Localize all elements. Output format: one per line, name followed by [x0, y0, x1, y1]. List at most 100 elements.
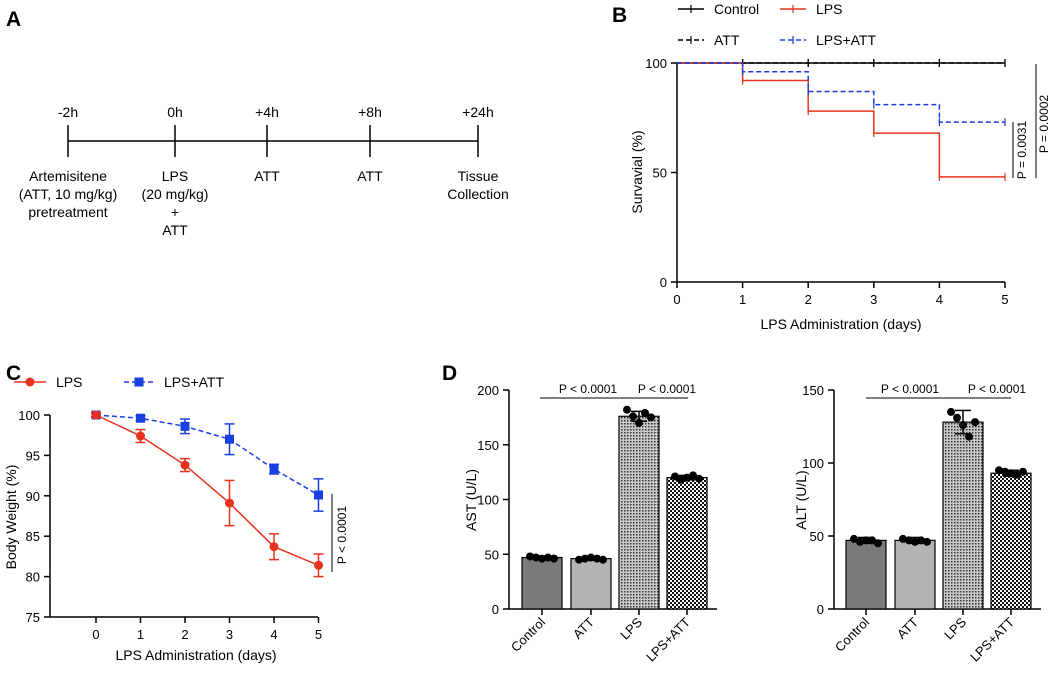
alt-y-tick-label: 150	[802, 383, 824, 398]
ast-data-point	[587, 553, 595, 562]
ast-bar-control	[521, 556, 563, 610]
survival-legend-label: LPS	[816, 1, 842, 17]
ast-data-point	[532, 553, 540, 562]
alt-bar-control	[845, 539, 887, 610]
alt-data-point	[965, 432, 973, 441]
alt-data-point	[862, 536, 870, 545]
survival-p-value-1: P = 0.0031	[1015, 121, 1029, 179]
ast-x-tick-label: LPS	[617, 614, 645, 642]
ast-y-label: AST (U/L)	[463, 469, 479, 531]
weight-x-tick-label: 2	[181, 627, 188, 642]
timeline-tick-label: -2h	[58, 104, 78, 120]
ast-data-point	[550, 554, 558, 563]
weight-legend-label: LPS	[56, 374, 82, 390]
alt-data-point	[850, 534, 858, 543]
weight-point	[314, 490, 323, 500]
survival-y-tick-label: 0	[660, 275, 667, 290]
ast-data-point	[629, 412, 637, 421]
ast-data-point	[575, 555, 583, 564]
ast-data-point	[695, 474, 703, 483]
timeline-annotation: ATT	[357, 168, 383, 184]
timeline-annotation: ATT	[254, 168, 280, 184]
ast-data-point	[538, 554, 546, 563]
survival-x-tick-label: 1	[739, 292, 746, 307]
alt-data-point	[911, 537, 919, 546]
alt-bar-att	[894, 539, 936, 610]
alt-data-point	[947, 407, 955, 416]
alt-data-point	[1013, 470, 1021, 479]
alt-data-point	[868, 536, 876, 545]
alt-data-point	[923, 537, 931, 546]
panel-label-a: A	[6, 8, 21, 31]
alt-x-tick-label: Control	[832, 614, 872, 654]
timeline-tick-label: +4h	[255, 104, 279, 120]
survival-legend-label: ATT	[714, 32, 740, 48]
ast-data-point	[544, 553, 552, 562]
weight-x-tick-label: 4	[270, 627, 277, 642]
weight-point	[225, 498, 234, 508]
alt-data-point	[995, 466, 1003, 475]
weight-point	[136, 413, 145, 423]
timeline-annotation: Artemisitene	[29, 168, 107, 184]
timeline-annotation: +	[171, 204, 179, 220]
alt-data-point	[971, 418, 979, 427]
survival-x-tick-label: 4	[936, 292, 943, 307]
ast-x-tick-label: LPS+ATT	[643, 614, 693, 664]
survival-x-tick-label: 2	[805, 292, 812, 307]
ast-y-tick-label: 200	[477, 383, 499, 398]
weight-y-tick-label: 100	[18, 408, 40, 423]
weight-x-tick-label: 3	[226, 627, 233, 642]
weight-line-lps	[95, 414, 319, 566]
alt-data-point	[959, 421, 967, 430]
ast-data-point	[641, 408, 649, 417]
ast-data-point	[689, 471, 697, 480]
weight-y-tick-label: 85	[26, 529, 40, 544]
timeline-annotation: (ATT, 10 mg/kg)	[19, 186, 118, 202]
survival-p-value-2: P = 0.0002	[1037, 95, 1051, 153]
timeline-tick-label: +8h	[358, 104, 382, 120]
weight-legend-marker	[134, 377, 144, 387]
weight-legend-label: LPS+ATT	[164, 374, 224, 390]
weight-y-tick-label: 80	[26, 570, 40, 585]
alt-x-tick-label: LPS	[941, 614, 969, 642]
ast-data-point	[599, 555, 607, 564]
weight-line-lps-att	[95, 414, 319, 496]
ast-data-point	[647, 413, 655, 422]
survival-line-lps-att	[677, 62, 1005, 123]
weight-y-tick-label: 75	[26, 610, 40, 625]
ast-x-tick-label: Control	[508, 614, 548, 654]
weight-point	[136, 431, 145, 441]
timeline-tick-label: +24h	[462, 104, 494, 120]
ast-data-point	[683, 473, 691, 482]
survival-y-label: Survavial (%)	[629, 130, 645, 213]
timeline-annotation: Tissue	[458, 168, 499, 184]
weight-legend-marker	[25, 377, 35, 387]
panel-label-d: D	[442, 362, 457, 385]
alt-y-tick-label: 100	[802, 456, 824, 471]
weight-x-label: LPS Administration (days)	[115, 647, 276, 663]
weight-y-tick-label: 95	[26, 448, 40, 463]
alt-y-label: ALT (U/L)	[793, 470, 809, 529]
ast-y-tick-label: 100	[477, 493, 499, 508]
ast-chart: AST (U/L) 0 50 100 150 200 Control ATT LPSLPS+A…	[463, 382, 717, 665]
weight-x-tick-label: 1	[137, 627, 144, 642]
ast-bar-lps-att	[666, 477, 708, 610]
weight-y-label: Body Weight (%)	[3, 465, 19, 570]
survival-y-tick-label: 100	[645, 56, 667, 71]
weight-x-tick-label: 0	[92, 627, 99, 642]
alt-y-tick-label: 50	[810, 529, 824, 544]
alt-y-tick-label: 0	[817, 602, 824, 617]
alt-bar-lps-att	[990, 472, 1032, 610]
alt-data-point	[1007, 469, 1015, 478]
timeline-panel: -2h Artemisitene (ATT, 10 mg/kg) pretreatme…	[19, 104, 509, 238]
ast-p-value: P < 0.0001	[559, 382, 617, 396]
weight-p-value: P < 0.0001	[335, 506, 349, 564]
ast-bar-att	[570, 558, 612, 610]
survival-x-label: LPS Administration (days)	[760, 316, 921, 332]
ast-data-point	[635, 418, 643, 427]
survival-legend-label: LPS+ATT	[816, 32, 876, 48]
timeline-annotation: ATT	[162, 222, 188, 238]
weight-point	[91, 410, 101, 420]
alt-x-tick-label: LPS+ATT	[967, 614, 1017, 664]
survival-x-tick-label: 0	[673, 292, 680, 307]
